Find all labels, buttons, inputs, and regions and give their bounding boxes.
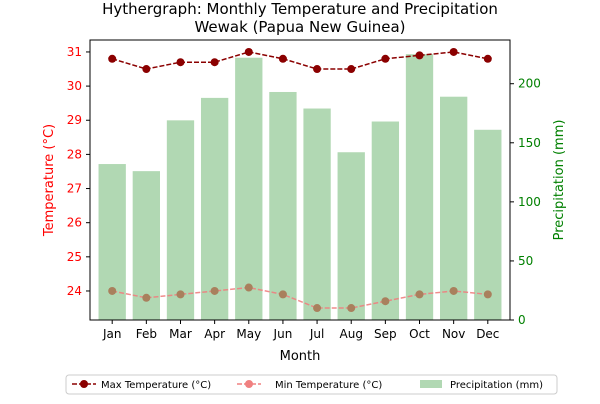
precip-bar [235,57,263,320]
right-tick-label: 200 [518,77,541,91]
left-tick-label: 25 [67,250,82,264]
x-tick-label: Jul [309,327,324,341]
max-temp-point [176,58,185,67]
x-tick-label: May [236,327,261,341]
x-tick-label: Oct [409,327,430,341]
precip-bar [405,54,434,320]
precip-bar [474,129,502,320]
x-axis: Jan Feb Mar Apr May Jun Jul Aug Sep Oct Nov Dec [102,320,499,341]
min-temp-point [415,290,424,299]
max-temp-point [449,47,458,56]
x-tick-label: Jan [102,327,122,341]
precipitation-bars [98,54,502,321]
x-tick-label: Sep [374,327,397,341]
right-tick-label: 50 [518,254,533,268]
right-y-axis: 0 50 100 150 200 [510,77,541,327]
left-y-axis: 24 25 26 27 28 29 30 31 [67,45,90,298]
legend-box [65,374,558,395]
precip-bar [200,97,229,321]
max-temp-point [347,65,356,74]
max-temp-point [483,54,492,63]
min-temp-line [112,286,488,309]
chart-title-line1: Hythergraph: Monthly Temperature and Pre… [102,0,498,18]
x-tick-label: Jun [273,327,293,341]
left-tick-label: 28 [67,147,82,161]
min-temp-point [347,304,356,313]
right-tick-label: 0 [518,313,526,327]
x-tick-label: Feb [136,327,157,341]
left-tick-label: 26 [67,216,82,230]
legend-label-max: Max Temperature (°C) [101,380,211,391]
precip-bar [371,121,400,321]
legend-marker-max [80,380,88,388]
precip-bar [269,91,297,320]
precip-bar [166,120,195,320]
max-temp-point [278,54,287,63]
left-tick-label: 27 [67,182,82,196]
x-axis-label: Month [280,349,321,364]
temperature-lines [108,47,492,313]
precip-bar [440,96,468,320]
chart-legend: Max Temperature (°C) Min Temperature (°C… [65,374,558,395]
left-tick-label: 30 [67,79,82,93]
precip-bar [98,164,126,320]
max-temp-point [415,51,424,60]
left-tick-label: 24 [67,284,82,298]
min-temp-point [176,290,185,299]
legend-marker-min [245,380,253,388]
max-temp-point [142,65,151,74]
min-temp-point [449,286,458,295]
x-tick-label: Apr [204,327,225,341]
legend-label-min: Min Temperature (°C) [275,380,382,391]
legend-swatch-precip [420,380,442,388]
precip-bar [337,152,365,320]
min-temp-point [483,290,492,299]
left-tick-label: 31 [67,45,82,59]
max-temp-point [313,65,322,74]
right-tick-label: 100 [518,195,541,209]
min-temp-point [278,290,287,299]
x-tick-label: Mar [169,327,192,341]
precip-bar [303,108,331,320]
min-temp-point [108,286,117,295]
min-temp-point [142,293,151,302]
x-tick-label: Nov [442,327,465,341]
max-temp-point [381,54,390,63]
max-temp-point [210,58,219,67]
min-temp-point [244,283,253,292]
left-y-axis-label: Temperature (°C) [42,124,57,237]
min-temp-point [313,304,322,313]
max-temp-line [111,51,488,70]
legend-label-precip: Precipitation (mm) [450,380,543,391]
right-tick-label: 150 [518,136,541,150]
x-tick-label: Dec [476,327,499,341]
chart-title-line2: Wewak (Papua New Guinea) [194,18,405,36]
right-y-axis-label: Precipitation (mm) [552,120,567,241]
max-temp-point [244,47,253,56]
left-tick-label: 29 [67,113,82,127]
plot-frame [89,39,511,321]
min-temp-point [210,286,219,295]
x-tick-label: Aug [340,327,363,341]
min-temp-point [381,297,390,306]
max-temp-point [108,54,117,63]
